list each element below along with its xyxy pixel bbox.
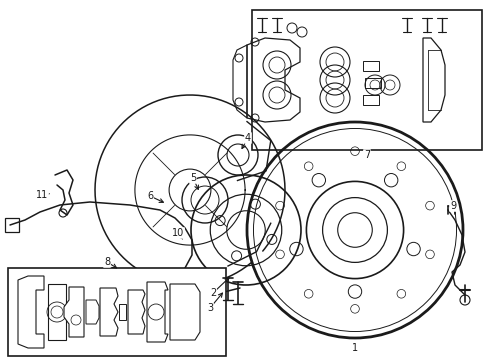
Polygon shape [128, 290, 145, 334]
Text: 9: 9 [449, 201, 455, 211]
Text: 1: 1 [351, 343, 357, 353]
Polygon shape [48, 284, 66, 340]
Polygon shape [147, 282, 168, 342]
Polygon shape [170, 284, 200, 340]
Bar [5, 218, 19, 232]
Text: 5: 5 [189, 173, 196, 183]
Text: 4: 4 [244, 133, 250, 143]
Bar [362, 61, 378, 71]
Text: 7: 7 [363, 150, 369, 160]
Text: 10: 10 [171, 228, 184, 238]
Polygon shape [86, 300, 99, 324]
Polygon shape [100, 288, 118, 336]
Text: 8: 8 [104, 257, 110, 267]
Bar [8, 268, 225, 356]
Bar [362, 95, 378, 105]
Bar [364, 78, 380, 88]
Text: 3: 3 [206, 303, 213, 313]
Polygon shape [64, 287, 84, 337]
Text: 6: 6 [146, 191, 153, 201]
Polygon shape [18, 276, 44, 348]
Bar [251, 10, 481, 150]
Text: 2: 2 [209, 288, 216, 298]
Text: 11: 11 [36, 190, 48, 200]
